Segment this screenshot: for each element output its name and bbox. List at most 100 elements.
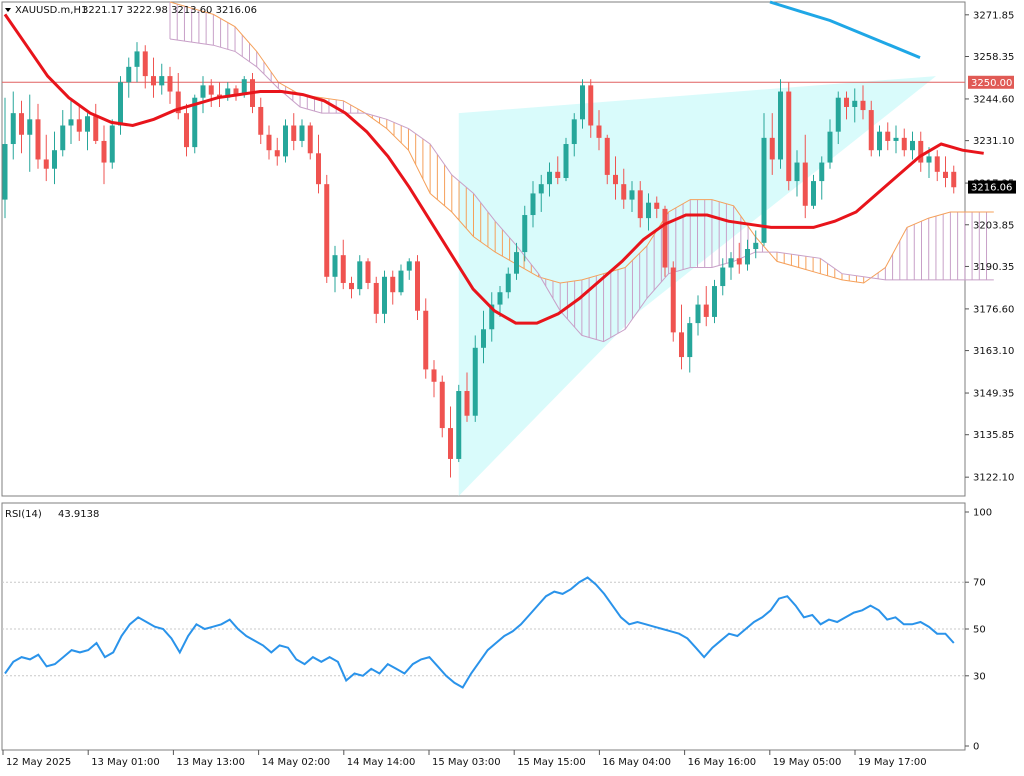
candle-body xyxy=(382,276,387,314)
candle-body xyxy=(35,119,41,160)
candle-body xyxy=(448,428,453,459)
candle-body xyxy=(703,304,709,317)
candle-body xyxy=(736,258,742,265)
candle-body xyxy=(794,162,800,182)
candle-body xyxy=(266,134,272,151)
candle-body xyxy=(307,125,313,154)
time-tick-label: 19 May 17:00 xyxy=(858,757,927,768)
candle-body xyxy=(464,391,470,416)
candle-body xyxy=(431,369,437,382)
candle-body xyxy=(720,267,726,287)
candle-body xyxy=(481,329,486,348)
candle-body xyxy=(101,140,107,163)
candlesticks xyxy=(2,42,957,478)
time-tick-label: 16 May 16:00 xyxy=(688,757,757,768)
candle-body xyxy=(340,255,346,283)
price-tick-label: 3231.10 xyxy=(973,136,1014,147)
price-tick-label: 3190.35 xyxy=(973,262,1014,273)
candle-body xyxy=(415,261,420,311)
candle-body xyxy=(27,119,33,135)
candle-body xyxy=(274,150,280,157)
candle-body xyxy=(324,184,330,277)
time-tick-label: 14 May 14:00 xyxy=(347,757,416,768)
candle-body xyxy=(134,51,140,67)
current-price-value: 3216.06 xyxy=(971,183,1012,194)
candle-body xyxy=(456,391,462,459)
candle-body xyxy=(547,171,552,185)
candle-body xyxy=(390,276,396,293)
candle-body xyxy=(728,258,734,268)
candle-body xyxy=(662,208,668,268)
candle-body xyxy=(670,267,676,333)
candle-body xyxy=(761,137,767,243)
candle-body xyxy=(778,91,783,160)
rsi-tick-label: 100 xyxy=(973,508,992,519)
candle-body xyxy=(844,97,849,107)
candle-body xyxy=(926,156,932,163)
fast-moving-average-line xyxy=(3,13,984,325)
rsi-current-value: 43.9138 xyxy=(58,509,99,520)
candle-body xyxy=(646,202,651,219)
price-tick-label: 3271.85 xyxy=(973,10,1014,21)
current-price-tag: 3216.06 xyxy=(968,180,1016,194)
candle-body xyxy=(200,85,206,98)
time-tick-label: 13 May 13:00 xyxy=(176,757,245,768)
candle-body xyxy=(588,85,594,126)
rsi-tick-label: 50 xyxy=(973,625,986,636)
candle-body xyxy=(2,144,8,200)
candle-body xyxy=(76,119,82,132)
time-tick-label: 13 May 01:00 xyxy=(91,757,160,768)
rsi-tick-label: 30 xyxy=(973,671,986,682)
candle-body xyxy=(505,273,511,293)
price-tick-label: 3149.35 xyxy=(973,389,1014,400)
time-axis: 12 May 2025 13 May 01:00 13 May 13:00 14 Ma… xyxy=(2,750,927,768)
rsi-panel-frame xyxy=(1,502,966,751)
price-panel: XAUUSD.m,H1 3221.17 3222.98 3213.60 3216… xyxy=(1,0,994,497)
candle-body xyxy=(695,304,701,324)
candle-body xyxy=(530,193,536,216)
candle-body xyxy=(332,255,338,277)
candle-body xyxy=(629,190,635,200)
candle-body xyxy=(349,282,354,290)
resistance-level-value: 3250.00 xyxy=(971,78,1012,89)
candle-body xyxy=(423,310,429,370)
candle-body xyxy=(497,292,503,305)
candle-body xyxy=(406,261,412,271)
candle-body xyxy=(93,116,99,141)
candle-body xyxy=(365,261,371,283)
candle-body xyxy=(943,171,948,178)
time-tick-label: 12 May 2025 xyxy=(6,757,71,768)
rsi-line xyxy=(4,576,955,689)
candle-body xyxy=(10,113,16,145)
candle-body xyxy=(109,125,115,163)
price-tick-label: 3176.60 xyxy=(973,304,1014,315)
price-tick-label: 3163.10 xyxy=(973,346,1014,357)
candle-body xyxy=(819,162,825,182)
candle-body xyxy=(802,162,808,206)
candle-body xyxy=(786,91,792,182)
time-tick-label: 15 May 03:00 xyxy=(432,757,501,768)
triangle-pattern-shape xyxy=(458,76,936,496)
rsi-indicator-label: RSI(14) xyxy=(5,509,42,520)
candle-body xyxy=(637,190,643,219)
candle-body xyxy=(712,286,717,317)
candle-body xyxy=(52,150,57,169)
collapse-triangle-icon[interactable] xyxy=(5,8,11,12)
price-tick-label: 3258.35 xyxy=(973,52,1014,63)
rsi-tick-label: 0 xyxy=(973,742,979,753)
candle-body xyxy=(563,144,569,178)
candle-body xyxy=(885,131,891,141)
candle-body xyxy=(439,381,445,429)
candle-body xyxy=(835,97,841,132)
candle-body xyxy=(654,202,660,209)
chart-title-row: XAUUSD.m,H1 3221.17 3222.98 3213.60 3216… xyxy=(5,5,257,16)
candle-body xyxy=(283,125,288,157)
candle-body xyxy=(19,113,24,135)
candle-body xyxy=(472,347,478,416)
candle-body xyxy=(538,184,544,194)
candle-body xyxy=(522,215,528,253)
candle-body xyxy=(68,119,74,126)
candle-body xyxy=(514,252,519,274)
candle-body xyxy=(571,119,577,145)
